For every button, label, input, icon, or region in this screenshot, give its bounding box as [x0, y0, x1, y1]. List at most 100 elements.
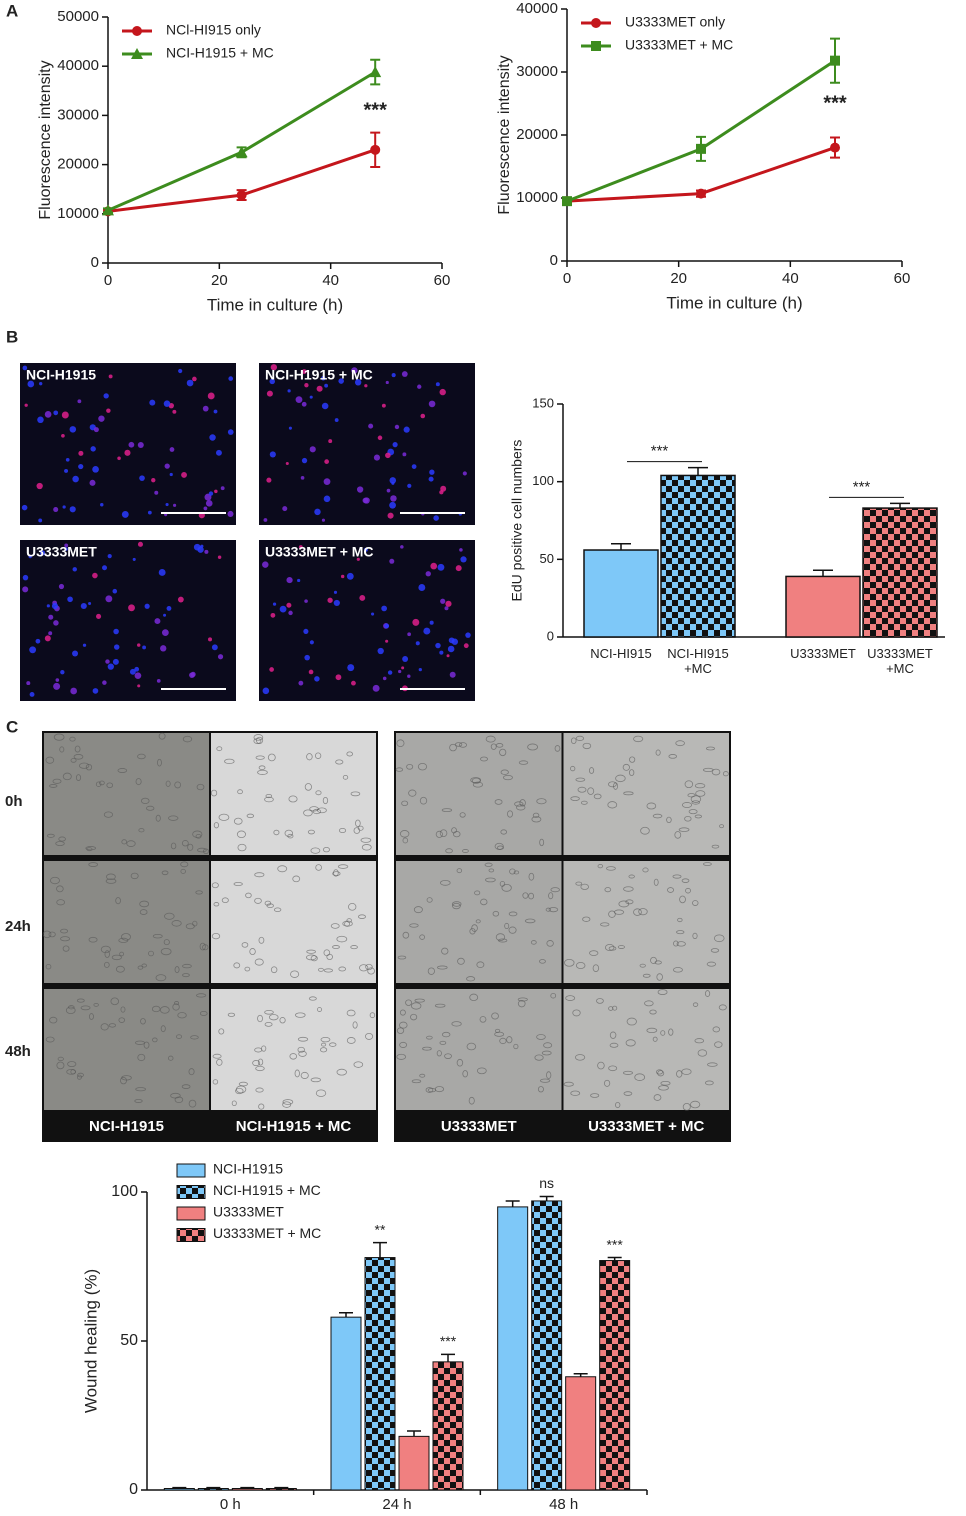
- cell: [304, 599, 308, 603]
- cell: [207, 392, 215, 400]
- cell: [217, 654, 224, 660]
- cell: [258, 1103, 265, 1110]
- cell: [86, 847, 93, 852]
- cell: [60, 936, 71, 942]
- cell: [155, 814, 161, 822]
- cell: [323, 495, 331, 503]
- cell: [93, 1002, 99, 1007]
- legend-label: NCI-H1915 + MC: [213, 1182, 321, 1198]
- cell: [309, 640, 314, 645]
- cell: [236, 830, 246, 839]
- cell: [485, 877, 496, 883]
- cell: [500, 769, 509, 775]
- cell: [336, 1068, 347, 1076]
- cell: [697, 1049, 708, 1057]
- x-axis-title: Time in culture (h): [207, 295, 343, 314]
- micrograph-label: U3333MET: [26, 544, 97, 560]
- cell: [541, 1050, 552, 1056]
- significance-label: ***: [853, 478, 871, 495]
- cell: [227, 510, 234, 517]
- cell: [92, 688, 99, 694]
- cell: [633, 735, 644, 743]
- error-bar: [813, 569, 833, 577]
- cell: [160, 1025, 166, 1033]
- cell: [415, 641, 420, 646]
- cell: [172, 1003, 180, 1011]
- cell: [211, 882, 219, 889]
- cell: [613, 909, 625, 915]
- cell: [350, 945, 358, 950]
- cell: [389, 477, 397, 484]
- cell: [710, 948, 720, 953]
- cell: [169, 447, 175, 452]
- cell: [301, 457, 308, 464]
- cell: [351, 680, 356, 686]
- cell: [609, 1042, 619, 1048]
- cell: [161, 870, 169, 876]
- cell: [440, 598, 446, 604]
- cell: [212, 1053, 222, 1059]
- x-tick-label: NCI-HI915 +MC: [667, 646, 729, 676]
- cell: [399, 830, 410, 838]
- cell: [608, 910, 616, 918]
- cell: [231, 1100, 237, 1107]
- cell: [417, 762, 428, 771]
- x-tick-label: 20: [670, 270, 687, 287]
- cell: [158, 732, 166, 740]
- cell: [113, 644, 120, 650]
- cell: [495, 933, 506, 941]
- cell: [425, 571, 431, 577]
- bar: [583, 549, 659, 638]
- cell: [439, 388, 446, 396]
- cell: [143, 1041, 150, 1049]
- cell: [548, 892, 554, 900]
- cell: [27, 380, 35, 388]
- cell: [364, 384, 368, 388]
- cell: [192, 830, 203, 838]
- cell: [459, 548, 463, 552]
- panel-label: A: [6, 1, 18, 20]
- cell: [468, 1096, 475, 1105]
- cell: [623, 1091, 633, 1096]
- cell: [107, 663, 114, 670]
- cell: [319, 1047, 328, 1053]
- cell: [499, 880, 506, 887]
- cell: [273, 907, 282, 913]
- y-tick-label: 20000: [57, 156, 99, 173]
- cell: [634, 1073, 646, 1081]
- cell: [103, 811, 113, 818]
- cell: [441, 808, 453, 813]
- cell: [322, 796, 329, 805]
- cell: [572, 1009, 581, 1017]
- y-axis-title: Wound healing (%): [81, 1269, 100, 1413]
- legend-swatch: [176, 1163, 206, 1178]
- cell: [713, 934, 725, 943]
- cell: [307, 829, 315, 835]
- cell: [113, 628, 119, 635]
- cell: [72, 475, 79, 483]
- cell: [38, 518, 43, 523]
- cell: [484, 862, 493, 867]
- cell: [439, 490, 444, 495]
- cell: [622, 1070, 634, 1075]
- cell: [338, 827, 347, 834]
- cell: [267, 753, 276, 762]
- cell: [441, 947, 449, 955]
- cell: [310, 847, 321, 854]
- cell: [202, 405, 209, 412]
- cell: [429, 469, 435, 475]
- cell: [45, 963, 52, 970]
- cell: [385, 639, 389, 643]
- cell: [269, 667, 274, 672]
- cell: [309, 446, 316, 453]
- x-tick-label: U3333MET +MC: [867, 646, 933, 676]
- cell: [347, 664, 355, 672]
- micrograph: [44, 733, 209, 855]
- cell: [546, 1071, 552, 1079]
- cell: [174, 1001, 180, 1006]
- significance-label: **: [375, 1221, 386, 1237]
- cell: [180, 868, 186, 874]
- cell: [499, 1037, 507, 1045]
- cell: [323, 478, 331, 486]
- cell: [180, 861, 189, 868]
